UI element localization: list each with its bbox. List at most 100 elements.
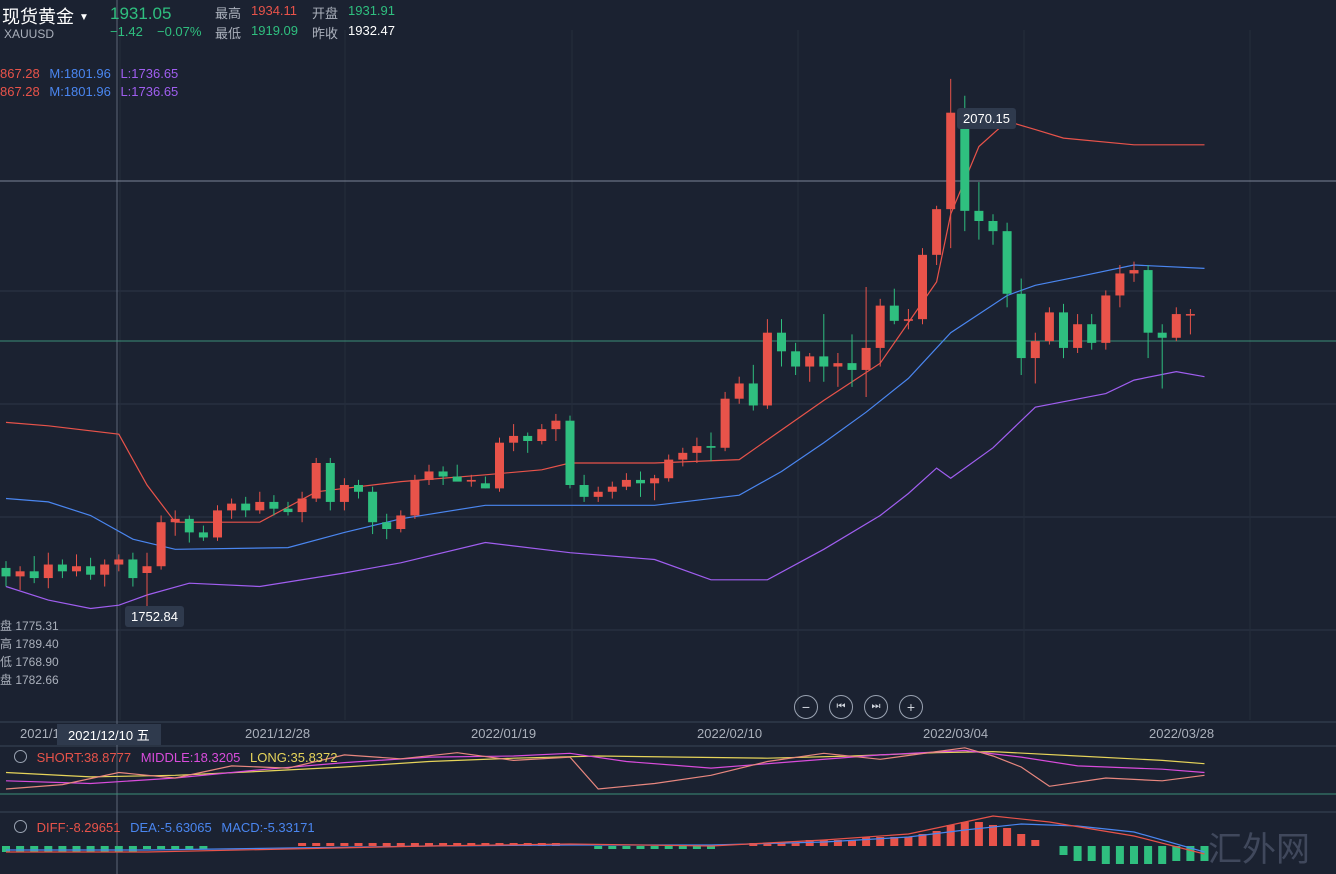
candle-body <box>706 446 716 448</box>
candle-body <box>283 508 293 513</box>
macd-histogram-bar <box>777 843 786 846</box>
scroll-start-button[interactable]: ⏮ <box>829 695 853 719</box>
candle-body <box>142 566 152 573</box>
macd-histogram-bar <box>989 825 997 846</box>
osc-middle: MIDDLE:18.3205 <box>140 750 241 765</box>
ohlc-low: 低 1768.90 <box>0 655 59 669</box>
candle-body <box>255 501 265 511</box>
candle-body <box>932 209 942 255</box>
osc-short-line <box>5 747 1205 790</box>
zoom-in-button[interactable]: + <box>899 695 923 719</box>
price-change: −1.42 <box>110 24 143 39</box>
candle-body <box>791 351 801 367</box>
macd-legend: DIFF:-8.29651 DEA:-5.63065 MACD:-5.33171 <box>14 820 315 835</box>
candle-body <box>523 435 533 441</box>
candle-body <box>241 503 251 511</box>
macd-histogram-bar <box>1031 840 1040 846</box>
candle-body <box>57 564 67 572</box>
candle-body <box>861 347 871 370</box>
x-tick: 2021/12/28 <box>245 726 311 741</box>
settings-icon[interactable] <box>14 820 27 833</box>
candle-body <box>988 221 998 232</box>
macd-histogram-bar <box>298 843 307 846</box>
candle-body <box>354 485 363 492</box>
candle-body <box>382 522 392 529</box>
candle-body <box>692 446 702 453</box>
candle-body <box>650 478 660 484</box>
x-tick: 2022/03/28 <box>1149 726 1215 741</box>
candle-body <box>777 332 786 352</box>
macd-histogram-bar <box>100 846 109 852</box>
candle-body <box>875 305 885 348</box>
candle-body <box>480 483 490 489</box>
macd-histogram-bar <box>1115 846 1124 864</box>
macd-dea: DEA:-5.63065 <box>130 820 212 835</box>
candle-body <box>1073 324 1083 348</box>
candle-body <box>805 356 815 367</box>
candle-body <box>325 463 335 502</box>
trough-price-tooltip: 1752.84 <box>125 606 184 627</box>
bb-middle-value: M:1801.96 <box>49 84 111 99</box>
macd-histogram-bar <box>354 843 363 846</box>
candle-body <box>100 564 110 575</box>
macd-histogram-bar <box>876 837 885 846</box>
macd-histogram-bar <box>960 822 969 846</box>
settings-icon[interactable] <box>14 750 27 763</box>
chevron-down-icon[interactable]: ▼ <box>79 12 89 23</box>
symbol-title[interactable]: 现货黄金 ▼ <box>2 3 89 29</box>
candle-body <box>1101 295 1111 343</box>
skip-back-icon: ⏮ <box>836 701 846 712</box>
bb-lower-value: L:1736.65 <box>120 84 179 99</box>
macd-histogram-bar <box>199 846 208 849</box>
candle-body <box>86 566 96 575</box>
macd-histogram-bar <box>805 840 814 846</box>
macd-histogram-bar <box>340 843 349 846</box>
macd-histogram-bar <box>791 843 800 846</box>
scroll-end-button[interactable]: ⏭ <box>864 695 888 719</box>
bollinger-lower-line <box>5 370 1205 610</box>
prev-close-label: 昨收 <box>312 26 339 41</box>
watermark-logo: 汇外网 <box>1208 830 1310 870</box>
candle-body <box>1115 273 1125 296</box>
candle-body <box>974 210 984 221</box>
candle-body <box>269 501 279 509</box>
macd-histogram-bar <box>974 822 983 846</box>
macd-histogram-bar <box>862 837 871 846</box>
candle-body <box>537 429 547 441</box>
macd-value: MACD:-5.33171 <box>221 820 315 835</box>
symbol-code: XAUUSD <box>4 27 55 41</box>
zoom-out-button[interactable]: − <box>794 695 818 719</box>
candle-body <box>551 420 561 430</box>
macd-histogram-bar <box>848 840 856 846</box>
macd-histogram-bar <box>467 843 476 846</box>
candle-body <box>762 332 772 406</box>
candle-body <box>495 442 504 489</box>
macd-histogram-bar <box>1186 846 1195 861</box>
macd-histogram-bar <box>608 846 617 849</box>
last-price: 1931.05 <box>110 4 172 23</box>
candle-body <box>833 363 843 367</box>
symbol-title-text: 现货黄金 <box>2 7 74 27</box>
macd-histogram-bar <box>890 837 899 846</box>
candle-body <box>311 463 321 499</box>
candle-body <box>664 459 674 479</box>
macd-histogram-bar <box>692 846 701 849</box>
skip-forward-icon: ⏭ <box>871 701 881 712</box>
macd-histogram-bar <box>425 843 433 846</box>
candle-body <box>1016 293 1026 359</box>
macd-histogram-bar <box>833 840 842 846</box>
macd-histogram-bar <box>1101 846 1110 864</box>
candle-body <box>368 491 378 523</box>
macd-histogram-bar <box>918 834 927 846</box>
macd-histogram-bar <box>157 846 166 849</box>
macd-histogram-bar <box>1003 828 1012 846</box>
macd-histogram-bar <box>114 846 123 852</box>
x-tick: 2022/03/04 <box>923 726 989 741</box>
candle-body <box>1157 332 1167 338</box>
ohlc-high: 高 1789.40 <box>0 637 59 651</box>
bollinger-legend-1: 867.28 M:1801.96 L:1736.65 <box>0 66 178 81</box>
candle-body <box>960 112 970 211</box>
macd-histogram-bar <box>749 843 758 846</box>
macd-histogram-bar <box>1087 846 1096 861</box>
